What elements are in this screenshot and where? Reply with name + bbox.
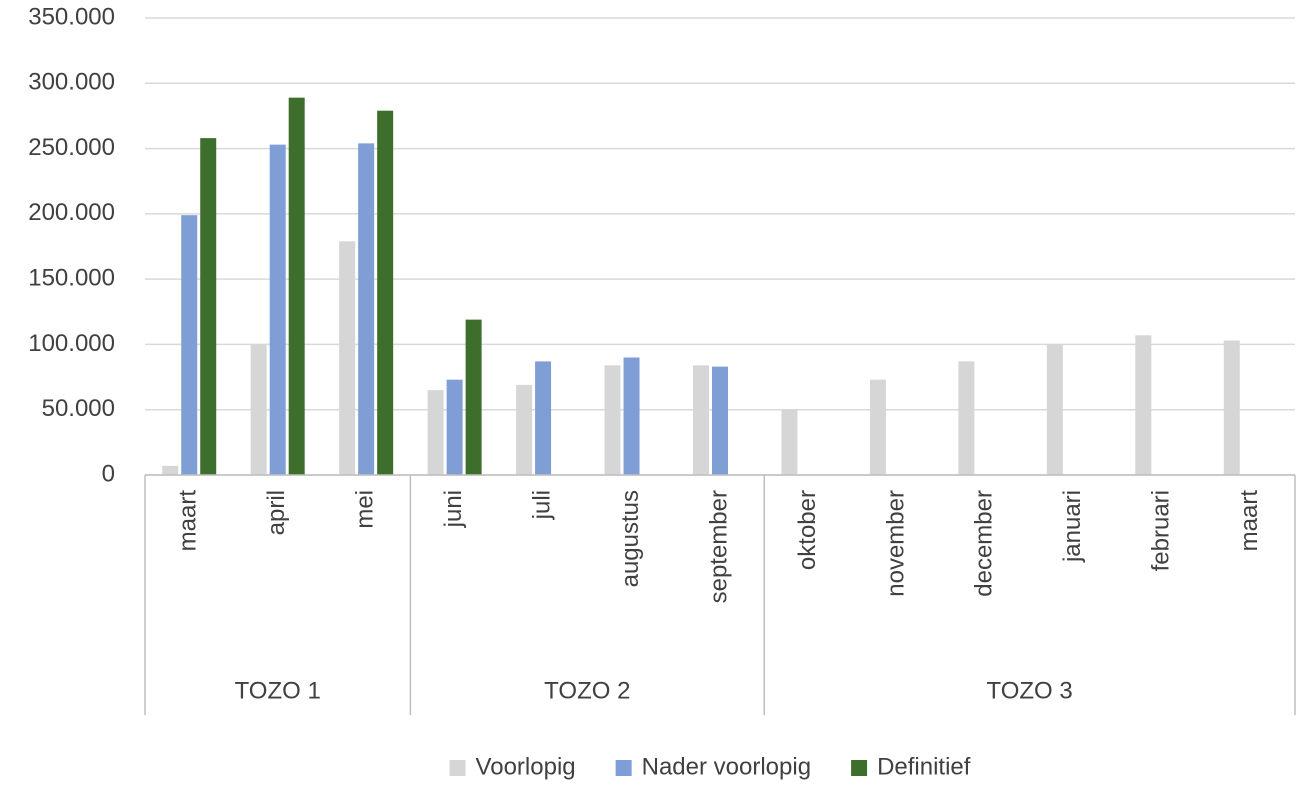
bar [162,465,179,475]
legend-label: Voorlopig [476,753,576,780]
x-tick-label: augustus [617,490,644,587]
y-tick-label: 250.000 [28,134,115,161]
bar [516,384,533,475]
legend-label: Definitief [877,753,971,780]
x-tick-label: mei [351,490,378,529]
y-tick-label: 350.000 [28,3,115,30]
group-label: TOZO 1 [235,677,321,704]
bar [269,144,286,475]
y-tick-label: 100.000 [28,330,115,357]
bar [358,143,375,475]
bar [712,366,728,475]
bar [781,409,798,475]
x-tick-label: december [971,490,998,597]
bar [446,379,463,475]
bar [427,390,444,475]
x-tick-label: september [705,490,732,603]
y-tick-label: 150.000 [28,264,115,291]
x-tick-label: november [882,490,909,597]
x-tick-label: januari [1059,490,1086,563]
bar [623,357,640,475]
group-label: TOZO 2 [544,677,630,704]
bar [377,110,394,475]
bar [250,344,267,475]
legend-swatch [449,760,466,776]
bar [869,379,886,475]
y-tick-label: 300.000 [28,69,115,96]
x-tick-label: juli [528,490,555,520]
x-tick-label: juni [440,490,467,528]
legend-swatch [615,760,632,776]
bar [339,241,356,475]
bar [200,138,217,475]
x-tick-label: april [263,490,290,535]
bar [535,361,552,475]
group-label: TOZO 3 [986,677,1072,704]
legend-swatch [851,760,868,776]
y-tick-label: 0 [102,460,115,487]
bar [604,365,621,475]
y-tick-label: 200.000 [28,199,115,226]
y-tick-label: 50.000 [42,395,115,422]
bar [465,319,482,475]
bar [693,365,709,475]
legend-label: Nader voorlopig [642,753,811,780]
bar [181,215,198,476]
x-tick-label: maart [1236,490,1263,552]
bar [1223,340,1240,475]
bar [288,97,305,476]
bar [1135,335,1152,475]
bar [1046,344,1063,475]
x-tick-label: oktober [794,490,821,570]
bar [958,361,975,475]
x-tick-label: maart [175,490,202,552]
x-tick-label: februari [1148,490,1175,571]
